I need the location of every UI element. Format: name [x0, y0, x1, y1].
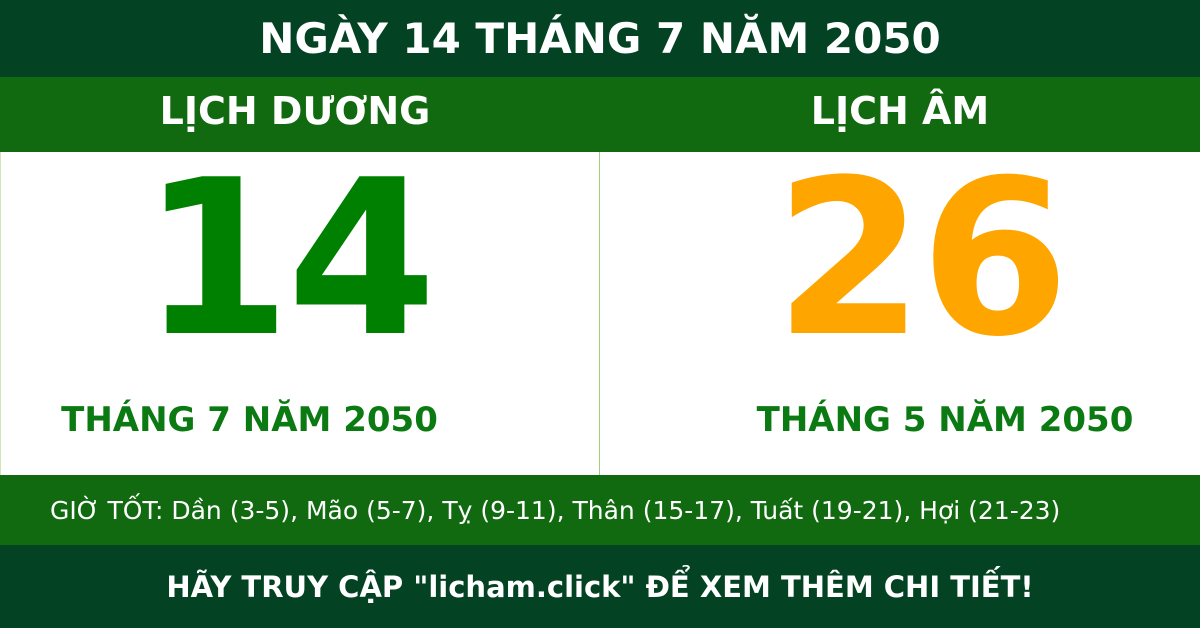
solar-column: 14 THÁNG 7 NĂM 2050	[0, 144, 600, 475]
solar-calendar-label: LỊCH DƯƠNG	[159, 88, 431, 133]
lunar-column: 26 THÁNG 5 NĂM 2050	[600, 144, 1200, 475]
page-title: NGÀY 14 THÁNG 7 NĂM 2050	[0, 0, 1200, 77]
lunar-calendar-label: LỊCH ÂM	[810, 88, 990, 133]
calendar-body: 14 THÁNG 7 NĂM 2050 26 THÁNG 5 NĂM 2050	[0, 144, 1200, 475]
lunar-day: 26	[774, 133, 1069, 384]
solar-day: 14	[141, 133, 436, 384]
calendar-headers: LỊCH DƯƠNG LỊCH ÂM	[0, 77, 1200, 152]
footer-call-to-action: HÃY TRUY CẬP "licham.click" ĐỂ XEM THÊM …	[0, 545, 1200, 628]
lunar-month-year: THÁNG 5 NĂM 2050	[756, 400, 1134, 440]
solar-month-year: THÁNG 7 NĂM 2050	[61, 400, 438, 440]
good-hours: GIỜ TỐT: Dần (3-5), Mão (5-7), Tỵ (9-11)…	[0, 475, 1200, 545]
